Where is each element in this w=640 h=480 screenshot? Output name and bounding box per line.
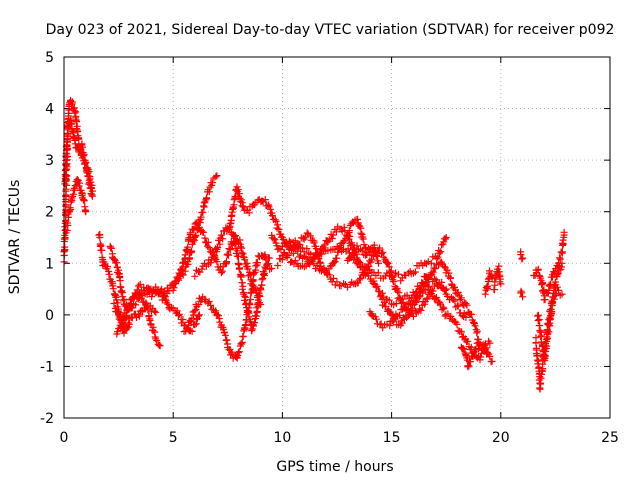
data-points [60, 96, 568, 393]
x-tick-label: 25 [601, 430, 619, 446]
chart-title: Day 023 of 2021, Sidereal Day-to-day VTE… [46, 22, 615, 38]
data-point-cluster [376, 280, 494, 364]
data-point-cluster [490, 262, 505, 294]
data-point-cluster [278, 234, 450, 285]
axis-ticks [63, 56, 611, 419]
y-tick-label: 0 [45, 308, 54, 324]
data-point-cluster [113, 289, 160, 338]
y-tick-label: 1 [45, 256, 54, 272]
y-tick-label: 2 [45, 205, 54, 221]
data-point-cluster [530, 228, 568, 304]
x-tick-label: 10 [273, 430, 291, 446]
data-point-cluster [344, 241, 382, 267]
data-point-cluster [62, 176, 90, 237]
data-point-cluster [517, 248, 527, 263]
y-tick-label: 4 [45, 102, 54, 118]
x-axis-tick-labels: 0 5 10 15 20 25 [60, 430, 619, 446]
series-sdtvar [60, 96, 568, 393]
y-axis-tick-labels: -2 -1 0 1 2 3 4 5 [40, 50, 54, 427]
data-point-cluster [481, 267, 496, 298]
x-tick-label: 15 [383, 430, 401, 446]
y-tick-label: -1 [40, 359, 54, 375]
x-tick-label: 0 [60, 430, 69, 446]
data-point-cluster [191, 224, 273, 335]
y-tick-label: 3 [45, 153, 54, 169]
data-point-cluster [517, 287, 527, 301]
y-tick-label: -2 [40, 411, 54, 427]
x-tick-label: 20 [492, 430, 510, 446]
x-tick-label: 5 [169, 430, 178, 446]
y-tick-label: 5 [45, 50, 54, 66]
grid [64, 57, 610, 418]
data-point-cluster [534, 283, 566, 365]
plot-frame [63, 56, 611, 419]
data-point-cluster [169, 219, 265, 308]
y-axis-label: SDTVAR / TECUs [7, 180, 23, 295]
data-point-cluster [61, 116, 96, 200]
x-axis-label: GPS time / hours [276, 459, 393, 475]
data-point-cluster [457, 339, 489, 371]
